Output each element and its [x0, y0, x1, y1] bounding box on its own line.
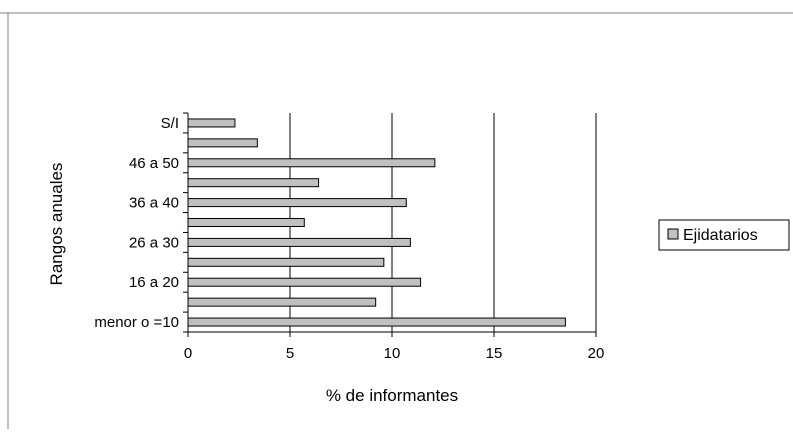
bar — [187, 118, 236, 128]
bar — [187, 237, 411, 247]
bar — [187, 218, 305, 227]
y-tick-labels: menor o =10 16 a 20 26 a 30 36 a 40 46 a 50 S… — [94, 115, 179, 331]
x-tick-label: 10 — [384, 345, 401, 362]
x-tick-label: 20 — [588, 345, 605, 362]
y-axis-label: Rangos anuales — [47, 163, 66, 286]
legend-swatch — [667, 228, 679, 240]
bar — [187, 297, 377, 307]
bars — [187, 118, 566, 327]
x-tick-labels: 0 5 10 15 20 — [184, 345, 605, 362]
legend-label: Ejidatarios — [683, 227, 758, 244]
bar — [187, 138, 258, 148]
y-tick-label: 36 a 40 — [129, 195, 179, 212]
x-tick-label: 0 — [184, 345, 192, 362]
x-tick-label: 5 — [286, 345, 294, 362]
x-tick-label: 15 — [486, 345, 503, 362]
bar — [187, 257, 385, 267]
legend: Ejidatarios — [658, 219, 790, 251]
bar — [187, 317, 566, 327]
x-axis-label: % de informantes — [326, 386, 458, 405]
bar — [187, 277, 422, 287]
y-tick-label: 26 a 30 — [129, 234, 179, 251]
bar — [187, 198, 407, 208]
y-tick-label: S/I — [161, 115, 179, 132]
bar — [187, 158, 436, 168]
y-tick-label: 46 a 50 — [129, 155, 179, 172]
bar — [187, 178, 320, 188]
legend-box — [658, 219, 790, 251]
axes — [183, 112, 597, 337]
y-tick-label: menor o =10 — [94, 314, 179, 331]
y-tick-label: 16 a 20 — [129, 274, 179, 291]
